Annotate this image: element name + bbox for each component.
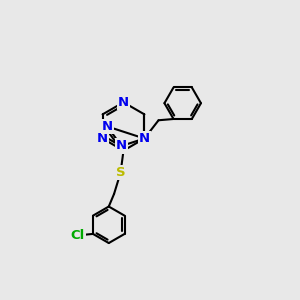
Text: N: N [139, 132, 150, 145]
Text: N: N [116, 140, 127, 152]
Text: N: N [118, 96, 129, 109]
Text: S: S [116, 166, 125, 179]
Text: Cl: Cl [70, 229, 85, 242]
Text: N: N [102, 120, 113, 133]
Text: N: N [97, 132, 108, 145]
